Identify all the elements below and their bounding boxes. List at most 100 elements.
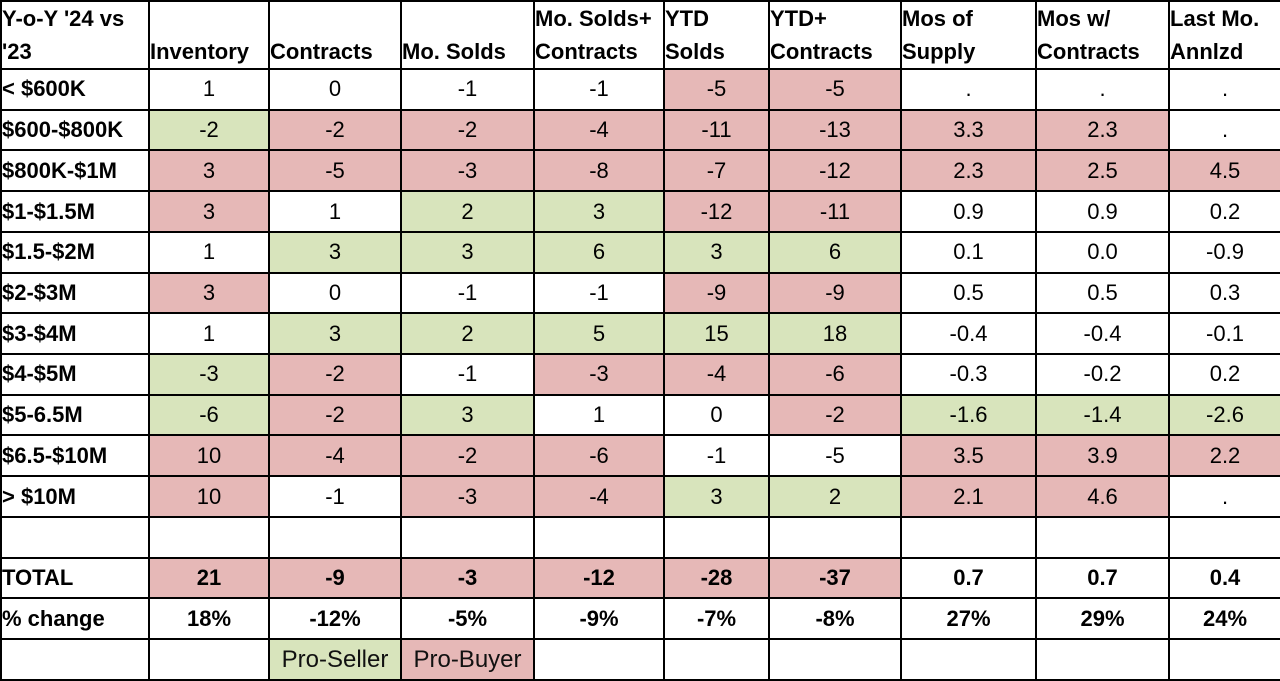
data-cell[interactable]: 3 [400, 393, 535, 437]
data-cell[interactable]: 1 [533, 393, 665, 437]
data-cell[interactable]: 3 [663, 230, 770, 274]
data-cell[interactable]: 3 [148, 271, 270, 315]
data-cell[interactable] [663, 515, 770, 559]
data-cell[interactable]: -2.6 [1168, 393, 1280, 437]
row-label-cell[interactable]: $1-$1.5M [0, 190, 150, 233]
data-cell[interactable]: -4 [663, 353, 770, 396]
data-cell[interactable]: -2 [268, 353, 402, 396]
data-cell[interactable]: -6 [148, 393, 270, 437]
data-cell[interactable]: 2.2 [1168, 434, 1280, 478]
row-label-cell[interactable]: $1.5-$2M [0, 230, 150, 274]
data-cell[interactable]: -6 [533, 434, 665, 478]
data-cell[interactable]: -2 [400, 434, 535, 478]
data-cell[interactable]: 5 [533, 312, 665, 356]
data-cell[interactable] [148, 515, 270, 559]
data-cell[interactable]: 3.5 [900, 434, 1037, 478]
data-cell[interactable]: -0.2 [1035, 353, 1170, 396]
data-cell[interactable]: -3 [400, 149, 535, 193]
column-header-contracts[interactable]: Contracts [268, 0, 402, 70]
row-label-cell[interactable]: $600-$800K [0, 108, 150, 152]
data-cell[interactable] [268, 515, 402, 559]
data-cell[interactable]: 0.5 [1035, 271, 1170, 315]
data-cell[interactable]: 0.9 [1035, 190, 1170, 233]
data-cell[interactable]: -12 [533, 556, 665, 600]
data-cell[interactable] [1168, 515, 1280, 559]
data-cell[interactable]: 0.5 [900, 271, 1037, 315]
data-cell[interactable]: 0.9 [900, 190, 1037, 233]
data-cell[interactable]: -5 [268, 149, 402, 193]
data-cell[interactable]: 0.0 [1035, 230, 1170, 274]
data-cell[interactable]: -5 [768, 68, 902, 111]
data-cell[interactable]: 3 [268, 230, 402, 274]
data-cell[interactable]: 2.5 [1035, 149, 1170, 193]
data-cell[interactable]: -11 [768, 190, 902, 233]
data-cell[interactable]: -9 [768, 271, 902, 315]
data-cell[interactable]: 0 [268, 68, 402, 111]
data-cell[interactable]: -7 [663, 149, 770, 193]
row-label-cell[interactable]: $6.5-$10M [0, 434, 150, 478]
data-cell[interactable]: 0.3 [1168, 271, 1280, 315]
data-cell[interactable]: . [1035, 68, 1170, 111]
data-cell[interactable]: 2 [768, 475, 902, 518]
column-header-mo-solds[interactable]: Mo. Solds [400, 0, 535, 70]
data-cell[interactable]: 6 [768, 230, 902, 274]
data-cell[interactable]: -1 [533, 68, 665, 111]
column-header-mos-of-supply[interactable]: Mos of Supply [900, 0, 1037, 70]
data-cell[interactable]: 10 [148, 475, 270, 518]
data-cell[interactable]: -9% [533, 597, 665, 641]
data-cell[interactable]: -3 [533, 353, 665, 396]
data-cell[interactable]: 0.1 [900, 230, 1037, 274]
data-cell[interactable]: 2 [400, 190, 535, 233]
data-cell[interactable]: -2 [400, 108, 535, 152]
data-cell[interactable]: -1 [400, 353, 535, 396]
column-header-ytd-contracts[interactable]: YTD+ Contracts [768, 0, 902, 70]
data-cell[interactable]: -2 [268, 108, 402, 152]
data-cell[interactable]: -3 [148, 353, 270, 396]
data-cell[interactable]: -1 [533, 271, 665, 315]
data-cell[interactable]: -0.3 [900, 353, 1037, 396]
data-cell[interactable]: . [1168, 475, 1280, 518]
row-label-cell[interactable]: > $10M [0, 475, 150, 518]
row-label-cell[interactable]: $3-$4M [0, 312, 150, 356]
row-label-cell[interactable]: % change [0, 597, 150, 641]
data-cell[interactable]: 0.4 [1168, 556, 1280, 600]
data-cell[interactable]: -4 [533, 108, 665, 152]
data-cell[interactable]: -3 [400, 556, 535, 600]
data-cell[interactable]: -1 [663, 434, 770, 478]
data-cell[interactable]: 0 [663, 393, 770, 437]
column-header-ytd-solds[interactable]: YTD Solds [663, 0, 770, 70]
data-cell[interactable]: 3 [533, 190, 665, 233]
column-header-inventory[interactable]: Inventory [148, 0, 270, 70]
column-header-last-mo-annlzd[interactable]: Last Mo. Annlzd [1168, 0, 1280, 70]
data-cell[interactable]: -13 [768, 108, 902, 152]
data-cell[interactable]: 3 [148, 190, 270, 233]
column-header-mo-solds-contracts[interactable]: Mo. Solds+ Contracts [533, 0, 665, 70]
data-cell[interactable]: 1 [268, 190, 402, 233]
data-cell[interactable]: -8% [768, 597, 902, 641]
data-cell[interactable]: -1 [400, 271, 535, 315]
data-cell[interactable]: . [900, 68, 1037, 111]
row-label-cell[interactable]: < $600K [0, 68, 150, 111]
data-cell[interactable]: -12 [768, 149, 902, 193]
data-cell[interactable]: -9 [663, 271, 770, 315]
data-cell[interactable]: 3.9 [1035, 434, 1170, 478]
data-cell[interactable]: 0.2 [1168, 353, 1280, 396]
data-cell[interactable]: -0.4 [1035, 312, 1170, 356]
data-cell[interactable] [533, 515, 665, 559]
row-label-cell[interactable] [0, 515, 150, 559]
row-label-cell[interactable]: $4-$5M [0, 353, 150, 396]
data-cell[interactable]: -11 [663, 108, 770, 152]
data-cell[interactable]: -2 [148, 108, 270, 152]
row-label-cell[interactable]: $2-$3M [0, 271, 150, 315]
data-cell[interactable]: -0.9 [1168, 230, 1280, 274]
data-cell[interactable]: 4.5 [1168, 149, 1280, 193]
data-cell[interactable] [1035, 515, 1170, 559]
legend-pro-seller[interactable]: Pro-Seller [268, 638, 402, 681]
data-cell[interactable]: 3 [148, 149, 270, 193]
data-cell[interactable]: -1.6 [900, 393, 1037, 437]
data-cell[interactable]: 0.2 [1168, 190, 1280, 233]
data-cell[interactable]: 24% [1168, 597, 1280, 641]
data-cell[interactable]: -37 [768, 556, 902, 600]
data-cell[interactable]: -5% [400, 597, 535, 641]
legend-pro-buyer[interactable]: Pro-Buyer [400, 638, 535, 681]
